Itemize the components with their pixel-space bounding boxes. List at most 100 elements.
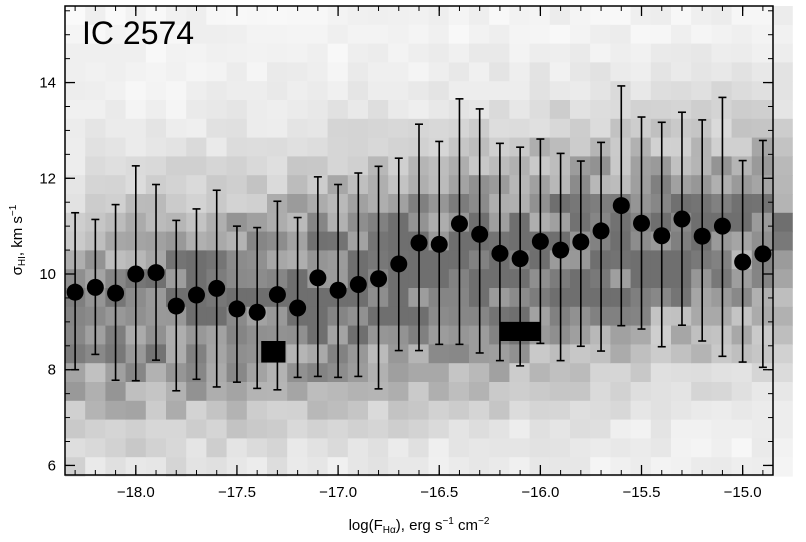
data-point (248, 303, 266, 321)
heatmap-cell (267, 382, 288, 402)
heatmap-cell (85, 6, 106, 26)
data-point (289, 299, 307, 317)
data-point (370, 270, 388, 288)
heatmap-cell (287, 118, 308, 139)
heatmap-cell (287, 137, 308, 157)
heatmap-cell (327, 156, 349, 176)
heatmap-cell (489, 419, 510, 439)
heatmap-cell (65, 457, 86, 477)
heatmap-cell (549, 81, 571, 101)
heatmap-cell (327, 382, 349, 402)
heatmap-cell (166, 62, 187, 82)
heatmap-cell (307, 24, 329, 45)
heatmap-cell (368, 419, 389, 439)
data-point (612, 197, 630, 215)
heatmap-cell (226, 137, 248, 157)
data-point (673, 210, 691, 228)
heatmap-cell (772, 269, 793, 289)
x-axis-label: log(FHα), erg s−1 cm−2 (349, 516, 490, 536)
heatmap-cell (428, 363, 450, 383)
heatmap-cell (570, 24, 591, 45)
heatmap-cell (388, 118, 409, 139)
heatmap-cell (287, 457, 308, 477)
data-point (349, 276, 367, 294)
data-point (511, 250, 529, 268)
heatmap-cell (226, 438, 248, 458)
heatmap-cell (469, 6, 490, 26)
heatmap-cell (206, 24, 228, 45)
panel-title: IC 2574 (82, 15, 194, 51)
heatmap-cell (246, 382, 268, 402)
heatmap-cell (388, 100, 409, 120)
heatmap-cell (267, 419, 288, 439)
heatmap-cell (751, 457, 773, 477)
heatmap-cell (327, 419, 349, 439)
heatmap-cell (347, 81, 369, 101)
heatmap-cell (590, 24, 611, 45)
heatmap-cell (347, 382, 369, 402)
heatmap-cell (731, 81, 753, 101)
heatmap-cell (388, 137, 409, 157)
heatmap-cell (408, 438, 430, 458)
heatmap-cell (388, 62, 409, 82)
heatmap-cell (267, 43, 288, 63)
heatmap-cell (549, 100, 571, 120)
heatmap-cell (267, 100, 288, 120)
heatmap-cell (85, 137, 106, 157)
heatmap-cell (125, 81, 147, 101)
axis-tick-labels: −18.0 −17.5 −17.0 −16.5 −16.0 −15.5 −15.0 6 8 10 1… (39, 75, 761, 501)
heatmap-cell (145, 24, 167, 45)
heatmap-cell (650, 81, 672, 101)
heatmap-cell (105, 43, 127, 63)
heatmap-cell (489, 43, 510, 63)
x-tick-label: −15.5 (623, 484, 661, 501)
heatmap-cell (570, 6, 591, 26)
heatmap-cell (731, 382, 753, 402)
heatmap-cell (226, 62, 248, 82)
heatmap-cell (489, 24, 510, 45)
heatmap-cell (630, 24, 652, 45)
heatmap-cell (529, 100, 551, 120)
heatmap-cell (166, 156, 187, 176)
heatmap-cell (267, 6, 288, 26)
heatmap-cell (166, 6, 187, 26)
heatmap-cell (261, 341, 286, 363)
heatmap-cell (125, 419, 147, 439)
heatmap-cell (772, 118, 793, 139)
heatmap-cell (408, 43, 430, 63)
heatmap-cell (267, 457, 288, 477)
heatmap-cell (347, 100, 369, 120)
heatmap-cell (469, 363, 490, 383)
heatmap-cell (630, 62, 652, 82)
heatmap-cell (388, 344, 409, 364)
heatmap-cell (610, 419, 632, 439)
heatmap-cell (772, 363, 793, 383)
heatmap-cell (772, 156, 793, 176)
heatmap-cell (327, 118, 349, 139)
heatmap-cell (145, 382, 167, 402)
heatmap-cell (166, 118, 187, 139)
heatmap-cell (267, 175, 288, 195)
heatmap-cell (428, 344, 450, 364)
heatmap-cell (509, 363, 531, 383)
heatmap-cell (691, 400, 712, 421)
heatmap-cell (448, 62, 470, 82)
heatmap-cell (246, 62, 268, 82)
heatmap-cell (650, 457, 672, 477)
heatmap-cell (509, 118, 531, 139)
heatmap-cell (610, 363, 632, 383)
heatmap-cell (206, 100, 228, 120)
heatmap-cell (267, 400, 288, 421)
heatmap-cell (610, 24, 632, 45)
heatmap-cell (711, 81, 733, 101)
heatmap-cell (226, 118, 248, 139)
heatmap-cell (751, 43, 773, 63)
heatmap-cell (368, 382, 389, 402)
heatmap-cell (509, 382, 531, 402)
heatmap-cell (287, 62, 308, 82)
heatmap-cell (287, 100, 308, 120)
heatmap-cell (368, 81, 389, 101)
heatmap-cell (388, 438, 409, 458)
heatmap-cell (570, 81, 591, 101)
heatmap-cell (590, 344, 611, 364)
